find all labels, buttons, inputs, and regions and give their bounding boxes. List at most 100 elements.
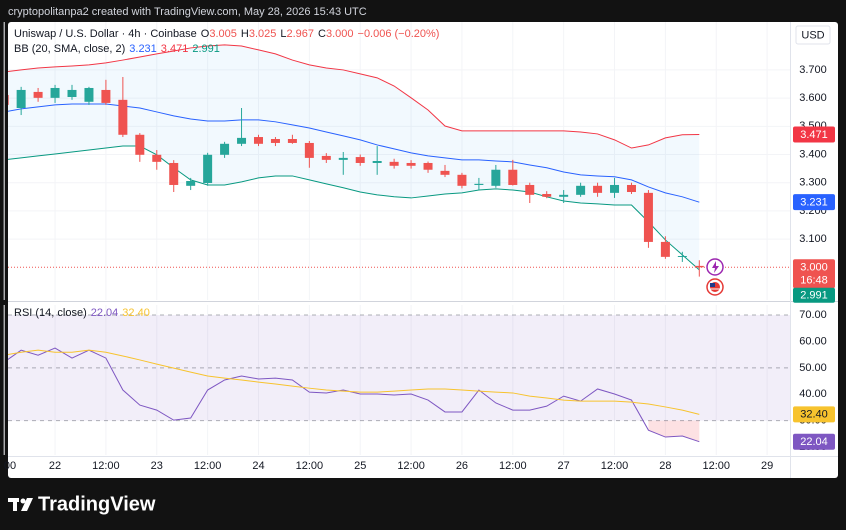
y-tick-label: 40.00 bbox=[799, 388, 827, 400]
bb-line bbox=[8, 145, 700, 271]
x-tick-label: 25 bbox=[354, 460, 366, 472]
event-bolt bbox=[712, 261, 719, 273]
change: −0.006 (−0.20%) bbox=[357, 28, 440, 40]
logo-part bbox=[21, 498, 33, 511]
band-fill bbox=[8, 44, 700, 270]
candle-body bbox=[677, 256, 687, 258]
candle-body bbox=[576, 185, 586, 195]
candle-body bbox=[610, 184, 620, 193]
rsi-line bbox=[8, 349, 700, 415]
x-tick-label: 00 bbox=[4, 460, 16, 472]
logo-part bbox=[13, 498, 17, 511]
candle-body bbox=[186, 181, 196, 186]
rsi-value: 22.04 bbox=[90, 307, 119, 319]
x-tick-label: 12:00 bbox=[601, 460, 629, 472]
bb-title[interactable]: BB (20, SMA, close, 2) bbox=[14, 43, 126, 55]
x-tick-label: 12:00 bbox=[397, 460, 425, 472]
x-tick-label: 26 bbox=[456, 460, 468, 472]
candle-body bbox=[457, 174, 467, 186]
candle-body bbox=[643, 192, 653, 242]
candle-body bbox=[287, 139, 297, 143]
candle-body bbox=[508, 169, 518, 185]
candle-body bbox=[8, 95, 9, 105]
candle-body bbox=[525, 184, 535, 195]
rsi-last-label-bg bbox=[793, 433, 835, 450]
brand-logo bbox=[8, 498, 33, 511]
y-tick-label: 3.300 bbox=[799, 177, 827, 189]
bb-last-label-bg bbox=[793, 194, 835, 211]
ohlc-value: 2.967 bbox=[286, 28, 315, 40]
candle-body bbox=[253, 137, 263, 144]
y-tick-label: 50.00 bbox=[799, 362, 827, 374]
flag-canton bbox=[710, 283, 715, 287]
logo-part bbox=[20, 498, 26, 504]
symbol-title[interactable]: Uniswap / U.S. Dollar · 4h · Coinbase bbox=[14, 28, 197, 40]
rsi-last-label: 22.04 bbox=[800, 436, 828, 448]
candle-body bbox=[660, 241, 670, 257]
x-tick-label: 24 bbox=[252, 460, 264, 472]
bb-last-label-bg bbox=[793, 287, 835, 303]
candle-body bbox=[135, 134, 145, 155]
candle-body bbox=[423, 162, 433, 170]
bb-value: 3.471 bbox=[160, 43, 189, 55]
y-tick-label: 3.700 bbox=[799, 64, 827, 76]
x-tick-label: 12:00 bbox=[194, 460, 222, 472]
candle-body bbox=[169, 162, 179, 185]
candle-body bbox=[372, 161, 382, 163]
x-tick-label: 28 bbox=[659, 460, 671, 472]
candle-body bbox=[304, 142, 314, 158]
candle-body bbox=[626, 184, 636, 193]
rsi-title[interactable]: RSI (14, close) bbox=[14, 307, 87, 319]
ohlc-key: O bbox=[200, 28, 210, 40]
x-tick-label: 22 bbox=[49, 460, 61, 472]
y-tick-label: 3.400 bbox=[799, 148, 827, 160]
candle-body bbox=[33, 91, 43, 98]
candle-body bbox=[270, 139, 280, 143]
candle-body bbox=[321, 155, 331, 160]
candle-body bbox=[152, 154, 162, 162]
x-tick-label: 12:00 bbox=[92, 460, 120, 472]
candle-body bbox=[50, 87, 60, 98]
candle-body bbox=[16, 89, 26, 108]
candle-body bbox=[203, 154, 213, 183]
x-tick-label: 12:00 bbox=[296, 460, 324, 472]
ohlc-item: H3.025 bbox=[241, 28, 276, 40]
ohlc-key: H bbox=[240, 28, 249, 40]
y-tick-label: 60.00 bbox=[799, 335, 827, 347]
rsi-legend: RSI (14, close) 22.04 32.40 bbox=[14, 307, 150, 319]
bb-last-label-bg bbox=[793, 126, 835, 143]
brand: TradingView bbox=[38, 493, 156, 515]
ohlc-value: 3.005 bbox=[209, 28, 237, 40]
candle-body bbox=[440, 170, 450, 175]
bb-last-label: 2.991 bbox=[800, 290, 828, 302]
countdown: 16:48 bbox=[800, 275, 828, 287]
currency-box[interactable] bbox=[795, 25, 831, 45]
ohlc-item: C3.000 bbox=[318, 28, 353, 40]
candle-body bbox=[84, 87, 94, 102]
candle-body bbox=[389, 161, 399, 166]
x-tick-label: 12:00 bbox=[499, 460, 527, 472]
y-tick-label: 3.100 bbox=[799, 233, 827, 245]
rsi-last-label-bg bbox=[793, 406, 835, 423]
credit: cryptopolitanpa2 created with TradingVie… bbox=[8, 6, 367, 18]
bb-line bbox=[8, 44, 700, 149]
candle-body bbox=[118, 99, 128, 135]
bb-value: 3.231 bbox=[129, 43, 157, 55]
bb-legend: BB (20, SMA, close, 2) 3.231 3.471 2.991 bbox=[14, 43, 220, 55]
y-tick-label: 70.00 bbox=[799, 309, 827, 321]
rsi-value: 32.40 bbox=[122, 307, 150, 319]
candle-body bbox=[593, 185, 603, 193]
panel bbox=[8, 22, 838, 478]
candle-body bbox=[406, 162, 416, 166]
x-tick-label: 29 bbox=[761, 460, 773, 472]
candle-body bbox=[67, 89, 77, 97]
ohlc-value: 3.025 bbox=[248, 28, 277, 40]
candle-body bbox=[694, 265, 704, 268]
candle-body bbox=[355, 157, 365, 163]
candle-body bbox=[474, 183, 484, 185]
bb-last-label: 3.231 bbox=[800, 197, 828, 209]
candle-body bbox=[559, 194, 569, 197]
bb-value: 2.991 bbox=[192, 43, 220, 55]
